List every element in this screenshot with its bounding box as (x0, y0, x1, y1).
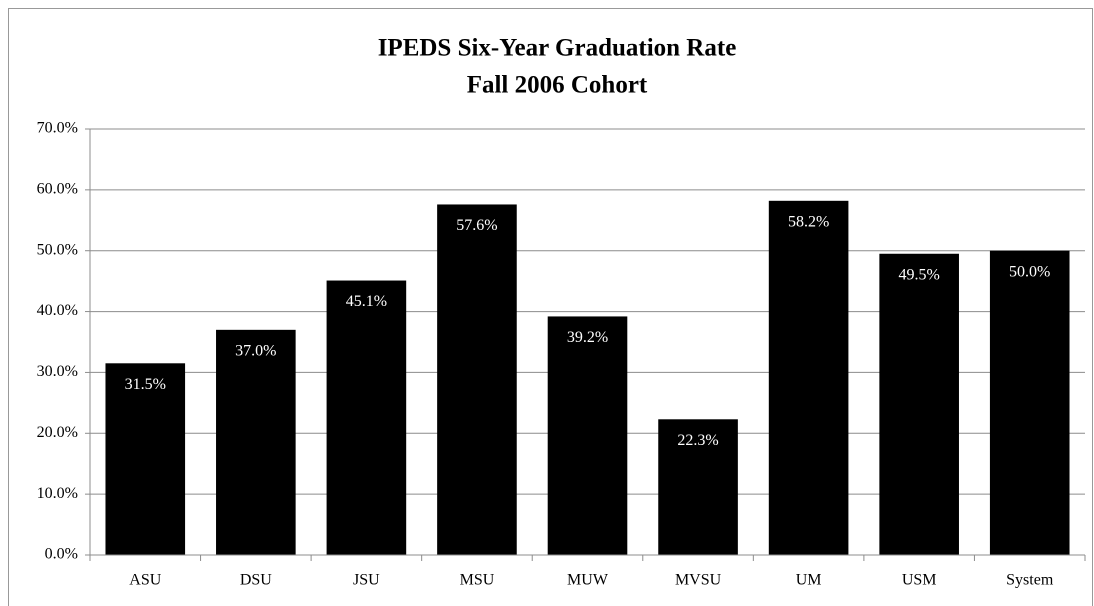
bar (547, 316, 628, 555)
chart-border (8, 8, 1093, 606)
y-tick-label: 0.0% (45, 546, 78, 563)
x-tick-label: UM (796, 572, 822, 589)
y-tick-label: 50.0% (37, 241, 78, 258)
bar (105, 363, 186, 555)
value-label: 45.1% (346, 293, 387, 310)
y-tick-label: 70.0% (37, 120, 78, 137)
x-tick-label: MUW (567, 572, 609, 589)
bar (216, 329, 296, 555)
value-label: 37.0% (235, 343, 276, 360)
value-label: 22.3% (677, 432, 718, 449)
value-label: 50.0% (1009, 263, 1050, 280)
y-tick-label: 60.0% (37, 181, 78, 198)
value-label: 49.5% (899, 266, 940, 283)
y-tick-label: 20.0% (37, 424, 78, 441)
x-tick-label: DSU (240, 572, 272, 589)
y-tick-label: 10.0% (37, 485, 78, 502)
x-tick-label: MVSU (675, 572, 722, 589)
bar (879, 253, 959, 555)
chart-title: IPEDS Six-Year Graduation Rate (378, 35, 737, 62)
x-tick-label: JSU (353, 572, 380, 589)
y-tick-label: 30.0% (37, 363, 78, 380)
bar (989, 250, 1070, 555)
bar (768, 200, 849, 555)
value-label: 58.2% (788, 213, 829, 230)
x-tick-label: USM (902, 572, 937, 589)
value-label: 31.5% (125, 376, 166, 393)
bar (437, 204, 517, 555)
value-label: 39.2% (567, 329, 608, 346)
value-label: 57.6% (456, 217, 497, 234)
x-tick-label: System (1006, 572, 1054, 589)
chart-subtitle: Fall 2006 Cohort (467, 72, 648, 99)
y-tick-label: 40.0% (37, 302, 78, 319)
x-tick-label: MSU (460, 572, 495, 589)
bar (326, 280, 407, 555)
bar (658, 419, 738, 555)
x-tick-label: ASU (129, 572, 161, 589)
